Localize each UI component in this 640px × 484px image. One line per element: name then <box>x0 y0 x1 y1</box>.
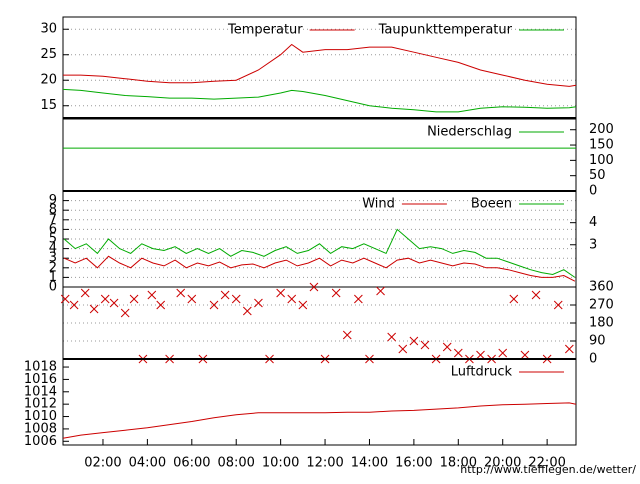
legend-label: Niederschlag <box>427 125 512 140</box>
wind-direction-point <box>100 294 110 304</box>
y2-tick-label: 3 <box>589 237 597 252</box>
y-tick-label: 2 <box>49 260 57 275</box>
x-tick-label: 06:00 <box>173 456 210 471</box>
y-tick-label: 3 <box>49 251 57 266</box>
y-tick-label: 360 <box>589 280 614 295</box>
y-tick-label: 30 <box>40 22 57 37</box>
wind-direction-point <box>309 282 319 292</box>
wind-direction-point <box>209 300 219 310</box>
wind-direction-point <box>420 340 430 350</box>
wind-direction-point <box>60 294 70 304</box>
y-tick-label: 1008 <box>24 421 57 436</box>
wind-direction-point <box>442 342 452 352</box>
wind-direction-point <box>553 300 563 310</box>
wind-direction-point <box>531 290 541 300</box>
wind-direction-point <box>520 350 530 360</box>
wind-direction-point <box>156 300 166 310</box>
y-tick-label: 6 <box>49 222 57 237</box>
y-tick-label: 1016 <box>24 372 57 387</box>
x-tick-label: 10:00 <box>262 456 299 471</box>
y-tick-label: 0 <box>589 184 597 199</box>
y-tick-label: 0 <box>589 352 597 367</box>
wind-direction-point <box>498 348 508 358</box>
data-line <box>62 402 577 439</box>
y-tick-label: 4 <box>49 241 57 256</box>
wind-direction-point <box>387 332 397 342</box>
x-tick-label: 14:00 <box>351 456 388 471</box>
data-line <box>62 88 577 113</box>
y-tick-label: 25 <box>40 47 57 62</box>
x-tick-label: 02:00 <box>84 456 121 471</box>
y-tick-label: 1006 <box>24 434 57 449</box>
y-tick-label: 150 <box>589 138 614 153</box>
y-tick-label: 1012 <box>24 397 57 412</box>
wind-direction-point <box>331 288 341 298</box>
wind-direction-point <box>220 290 230 300</box>
wind-direction-point <box>287 294 297 304</box>
wind-direction-point <box>176 288 186 298</box>
wind-direction-point <box>231 294 241 304</box>
wind-direction-point <box>187 294 197 304</box>
x-tick-label: 22:00 <box>528 456 565 471</box>
wind-direction-point <box>376 286 385 296</box>
wind-direction-point <box>476 350 485 360</box>
y-tick-label: 270 <box>589 298 614 313</box>
data-line <box>63 43 577 87</box>
y-tick-label: 0 <box>49 280 57 295</box>
wind-direction-point <box>109 298 119 308</box>
y2-tick-label: 4 <box>589 215 597 230</box>
wind-direction-point <box>120 308 130 318</box>
wind-direction-point <box>242 306 252 316</box>
wind-direction-point <box>342 330 352 340</box>
wind-direction-point <box>129 294 139 304</box>
data-line <box>63 255 576 282</box>
y-tick-label: 20 <box>40 73 57 88</box>
y-tick-label: 100 <box>589 153 614 168</box>
legend-label: Wind <box>362 197 395 212</box>
data-line <box>63 228 576 278</box>
wind-direction-point <box>409 336 419 346</box>
x-tick-label: 18:00 <box>440 456 477 471</box>
wind-direction-point <box>69 300 79 310</box>
wind-direction-point <box>89 304 99 314</box>
y-tick-label: 90 <box>589 334 606 349</box>
wind-direction-point <box>80 288 90 298</box>
x-tick-label: 08:00 <box>217 456 254 471</box>
y-tick-label: 9 <box>49 193 57 208</box>
x-tick-label: 04:00 <box>129 456 166 471</box>
y-tick-label: 5 <box>49 232 57 247</box>
wind-direction-point <box>276 288 285 298</box>
y-tick-label: 1010 <box>24 409 57 424</box>
wind-direction-point <box>147 290 157 300</box>
y-tick-label: 1018 <box>24 360 57 375</box>
y-tick-label: 1 <box>49 270 57 285</box>
y-tick-label: 200 <box>589 122 614 137</box>
y-tick-label: 1014 <box>24 384 57 399</box>
legend-label: Temperatur <box>227 23 303 38</box>
wind-direction-point <box>509 294 519 304</box>
wind-direction-point <box>298 300 308 310</box>
footer: http://www.tiefflegen.de/wetter/ <box>460 463 636 476</box>
y-tick-label: 180 <box>589 316 614 331</box>
y-tick-label: 50 <box>589 168 606 183</box>
x-tick-label: 20:00 <box>484 456 521 471</box>
y-tick-label: 7 <box>49 212 57 227</box>
wind-direction-point <box>354 294 363 304</box>
legend-label: Luftdruck <box>451 365 513 380</box>
wind-direction-point <box>398 344 408 354</box>
wind-direction-point <box>564 344 574 354</box>
wind-direction-point <box>453 348 463 358</box>
x-tick-label: 12:00 <box>306 456 343 471</box>
wind-direction-point <box>254 298 263 308</box>
x-tick-label: 16:00 <box>395 456 432 471</box>
y-tick-label: 8 <box>49 203 57 218</box>
legend-label: Boeen <box>471 197 512 212</box>
legend-label: Taupunkttemperatur <box>378 23 513 38</box>
y-tick-label: 15 <box>40 98 57 113</box>
